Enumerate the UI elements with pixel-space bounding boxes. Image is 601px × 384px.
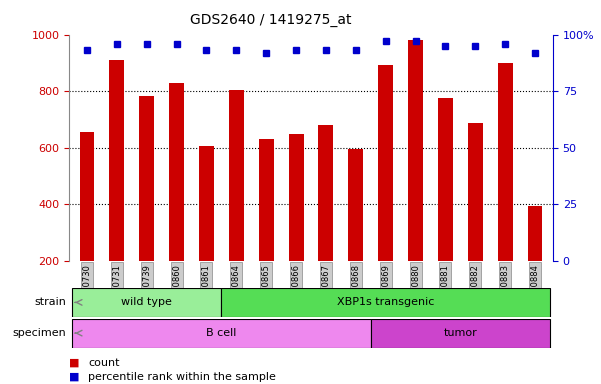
Text: ■: ■ xyxy=(69,358,79,368)
Bar xyxy=(528,206,543,261)
Text: strain: strain xyxy=(34,297,66,308)
Text: count: count xyxy=(88,358,120,368)
Bar xyxy=(438,98,453,261)
Bar xyxy=(221,288,550,317)
Bar xyxy=(79,132,94,261)
Bar xyxy=(259,139,273,261)
Bar xyxy=(109,60,124,261)
Bar xyxy=(169,83,184,261)
Text: GDS2640 / 1419275_at: GDS2640 / 1419275_at xyxy=(190,13,351,27)
Bar xyxy=(349,149,363,261)
Bar xyxy=(72,319,371,348)
Text: specimen: specimen xyxy=(13,328,66,338)
Text: percentile rank within the sample: percentile rank within the sample xyxy=(88,372,276,382)
Bar xyxy=(72,288,221,317)
Bar xyxy=(199,146,214,261)
Text: ■: ■ xyxy=(69,372,79,382)
Text: B cell: B cell xyxy=(206,328,237,338)
Text: XBP1s transgenic: XBP1s transgenic xyxy=(337,297,435,308)
Bar xyxy=(139,96,154,261)
Bar xyxy=(319,125,334,261)
Text: wild type: wild type xyxy=(121,297,172,308)
Text: tumor: tumor xyxy=(444,328,477,338)
Bar xyxy=(498,63,513,261)
Bar xyxy=(408,40,423,261)
Bar xyxy=(371,319,550,348)
Bar xyxy=(229,90,244,261)
Bar xyxy=(288,134,304,261)
Bar xyxy=(378,65,393,261)
Bar xyxy=(468,123,483,261)
